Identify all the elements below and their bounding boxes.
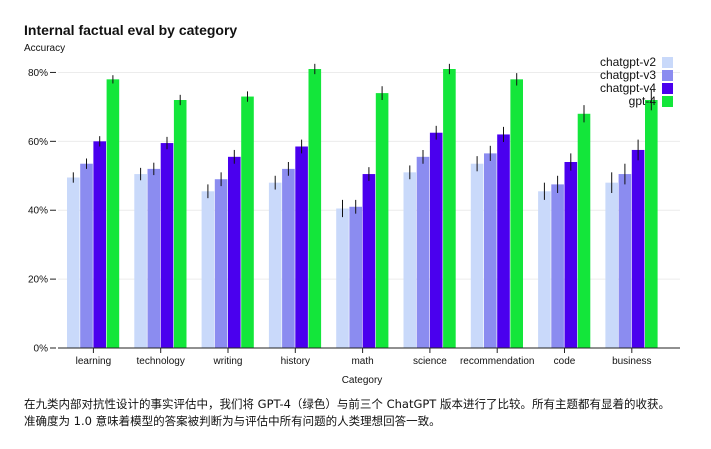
figure-caption: 在九类内部对抗性设计的事实评估中，我们将 GPT-4（绿色）与前三个 ChatG… xyxy=(24,396,694,430)
legend-swatch xyxy=(662,96,673,107)
legend-item: chatgpt-v3 xyxy=(600,69,673,82)
legend-label: gpt-4 xyxy=(628,94,656,108)
bar-chatgpt-v2-code xyxy=(538,191,551,348)
legend-swatch xyxy=(662,83,673,94)
bar-chatgpt-v3-code xyxy=(551,184,564,348)
x-tick-label: technology xyxy=(137,356,185,367)
y-tick-label: 60% xyxy=(28,137,48,148)
x-tick-label: learning xyxy=(76,356,112,367)
bar-chatgpt-v2-math xyxy=(336,208,349,348)
bar-chatgpt-v2-writing xyxy=(201,191,215,348)
y-tick-label: 0% xyxy=(34,344,49,355)
x-axis-label: Category xyxy=(342,375,383,386)
legend-swatch xyxy=(662,57,673,68)
x-tick-label: writing xyxy=(213,356,243,367)
bar-gpt-4-science xyxy=(443,69,456,348)
bar-chatgpt-v4-technology xyxy=(160,143,174,348)
bar-chatgpt-v4-writing xyxy=(228,156,241,348)
bar-gpt-4-math xyxy=(375,93,389,348)
bar-gpt-4-history xyxy=(308,69,322,348)
bar-chart: 0% 20% 40% 60% 80% learning technology writing h… xyxy=(28,63,680,386)
x-tick-label: science xyxy=(413,356,447,367)
y-axis-label: Accuracy xyxy=(24,43,66,54)
y-tick-label: 40% xyxy=(28,206,48,217)
bar-chatgpt-v3-business xyxy=(618,174,632,348)
legend-item: chatgpt-v2 xyxy=(600,56,673,69)
bar-chatgpt-v2-recommendation xyxy=(470,163,484,348)
bar-gpt-4-code xyxy=(577,113,591,349)
bar-chatgpt-v2-science xyxy=(403,172,417,348)
legend-label: chatgpt-v2 xyxy=(599,55,656,69)
legend-item: chatgpt-v4 xyxy=(600,82,673,95)
legend-label: chatgpt-v3 xyxy=(599,68,656,82)
bar-gpt-4-writing xyxy=(241,96,254,348)
bar-chatgpt-v3-learning xyxy=(80,163,93,348)
bar-chatgpt-v4-math xyxy=(362,174,376,348)
chart-legend: chatgpt-v2 chatgpt-v3 chatgpt-v4 gpt-4 xyxy=(600,56,673,108)
bar-chatgpt-v3-technology xyxy=(147,168,161,348)
legend-label: chatgpt-v4 xyxy=(599,81,656,95)
bar-chatgpt-v4-science xyxy=(429,132,443,348)
bar-gpt-4-learning xyxy=(106,79,120,348)
bar-chatgpt-v2-technology xyxy=(134,174,147,348)
bar-gpt-4-recommendation xyxy=(510,79,523,348)
x-tick-label: math xyxy=(351,356,373,367)
caption-line-1: 在九类内部对抗性设计的事实评估中，我们将 GPT-4（绿色）与前三个 ChatG… xyxy=(24,397,670,411)
x-tick-label: code xyxy=(554,356,576,367)
legend-item: gpt-4 xyxy=(600,95,673,108)
x-tick-label: history xyxy=(281,356,310,367)
y-tick-label: 80% xyxy=(28,68,48,79)
bar-chatgpt-v3-writing xyxy=(214,179,228,348)
bar-chatgpt-v3-science xyxy=(416,156,430,348)
legend-swatch xyxy=(662,70,673,81)
bar-chatgpt-v4-recommendation xyxy=(497,134,510,348)
x-tick-label: recommendation xyxy=(460,356,534,367)
bar-chatgpt-v4-history xyxy=(295,146,308,348)
bar-chatgpt-v4-code xyxy=(564,162,578,348)
bar-chatgpt-v2-history xyxy=(268,182,282,348)
bar-chatgpt-v4-business xyxy=(631,149,645,348)
bar-chatgpt-v3-recommendation xyxy=(484,153,497,348)
bar-chatgpt-v4-learning xyxy=(93,141,106,348)
chart-title: Internal factual eval by category xyxy=(24,22,238,38)
bar-gpt-4-technology xyxy=(173,100,187,348)
x-tick-label: business xyxy=(612,356,651,367)
caption-line-2: 准确度为 1.0 意味着模型的答案被判断为与评估中所有问题的人类理想回答一致。 xyxy=(24,414,441,428)
bar-chatgpt-v2-learning xyxy=(67,177,80,348)
bar-chatgpt-v3-history xyxy=(282,168,295,348)
y-tick-label: 20% xyxy=(28,275,48,286)
bar-chatgpt-v3-math xyxy=(349,206,362,348)
bar-chatgpt-v2-business xyxy=(605,182,618,348)
bar-gpt-4-business xyxy=(645,100,658,348)
